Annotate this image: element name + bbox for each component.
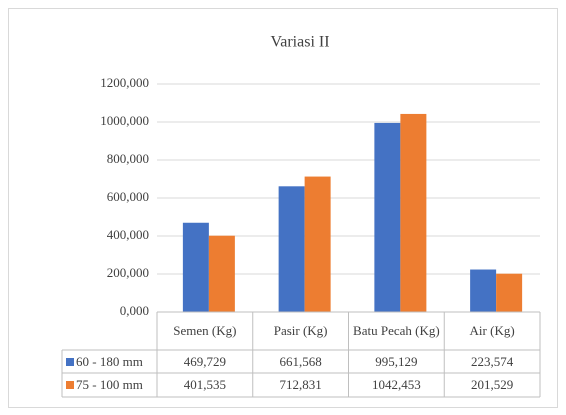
chart-border [8, 8, 558, 408]
bar [182, 222, 209, 312]
y-tick-label: 600,000 [107, 189, 149, 204]
legend-swatch [66, 357, 74, 366]
y-tick-label: 0,000 [120, 303, 149, 318]
legend-swatch [66, 381, 74, 389]
y-tick-label: 1200,000 [100, 75, 149, 90]
value-label: 469,729 [183, 353, 226, 369]
x-tick-label: Pasir (Kg) [273, 323, 328, 338]
legend-entry: 75 - 100 mm [62, 373, 157, 397]
bar [400, 113, 427, 312]
bar [208, 235, 235, 312]
value-label: 201,529 [471, 377, 514, 392]
value-label: 661,568 [279, 353, 322, 369]
value-label: 401,535 [183, 377, 226, 392]
y-tick-label: 1000,000 [100, 113, 149, 128]
value-label: 223,574 [471, 353, 514, 369]
y-tick-label: 800,000 [107, 151, 149, 166]
legend-label: 75 - 100 mm [76, 377, 143, 392]
bar [496, 273, 523, 312]
y-tick-label: 400,000 [107, 227, 149, 242]
bar [278, 186, 305, 312]
legend-entry: 60 - 180 mm [62, 350, 157, 373]
x-tick-label: Air (Kg) [469, 323, 515, 338]
bar [304, 176, 331, 312]
bar [470, 269, 497, 312]
legend-label: 60 - 180 mm [76, 353, 143, 369]
x-tick-label: Semen (Kg) [173, 323, 237, 338]
y-tick-label: 200,000 [107, 265, 149, 280]
chart-title: Variasi II [270, 34, 329, 51]
bar [374, 122, 401, 312]
value-label: 995,129 [375, 353, 418, 369]
x-tick-label: Batu Pecah (Kg) [353, 323, 440, 338]
value-label: 1042,453 [372, 377, 421, 392]
value-label: 712,831 [279, 377, 322, 392]
